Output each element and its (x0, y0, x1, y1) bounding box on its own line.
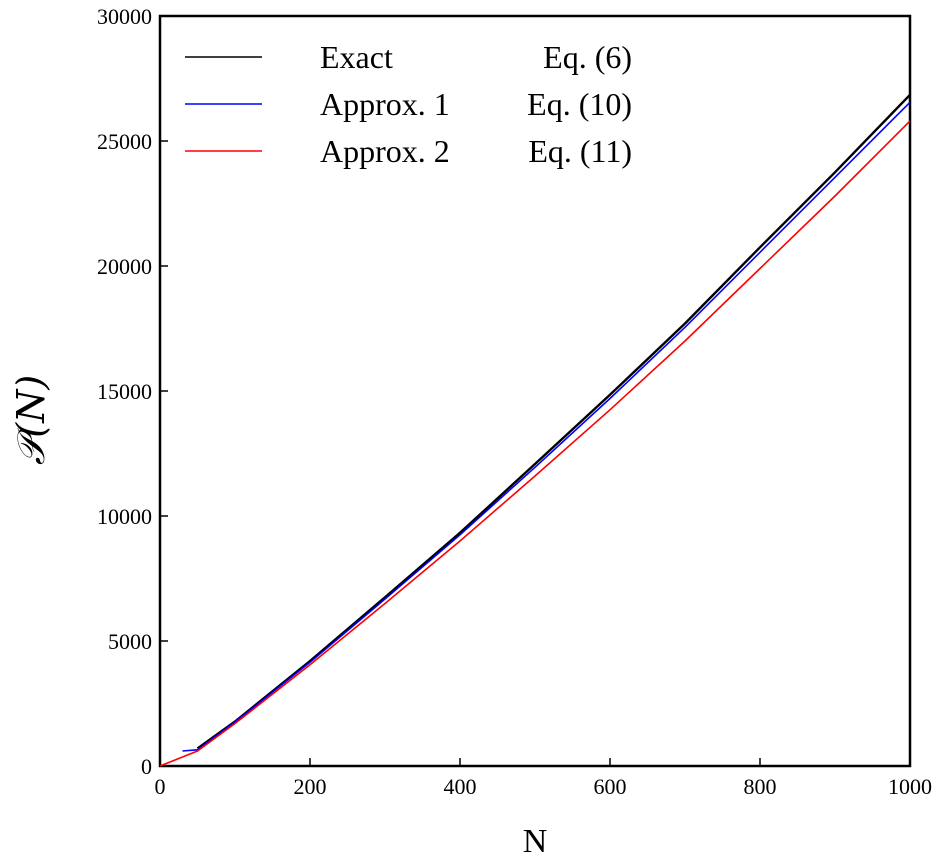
legend-entry-equation: Eq. (11) (528, 133, 632, 169)
series-lines (159, 93, 911, 767)
y-tick-label: 10000 (97, 504, 152, 529)
x-tick-label: 1000 (888, 774, 932, 799)
series-line-1 (196, 93, 911, 750)
x-tick-label: 0 (155, 774, 166, 799)
plot-frame (158, 14, 912, 768)
y-tick-label: 15000 (97, 379, 152, 404)
x-tick-label: 200 (294, 774, 327, 799)
x-tick-label: 800 (744, 774, 777, 799)
legend-entry-equation: Eq. (6) (543, 39, 632, 75)
legend-entry-name: Approx. 1 (320, 86, 450, 122)
ticks: 0 200 400 600 800 100005000100001500020000250… (97, 4, 932, 799)
series-line-2 (182, 101, 911, 752)
legend: Exact Eq. (6) Approx. 1 Eq. (10) Approx. 2 Eq… (185, 39, 632, 169)
series-line-3 (159, 120, 911, 767)
x-tick-label: 400 (444, 774, 477, 799)
legend-entry-name: Approx. 2 (320, 133, 450, 169)
y-tick-label: 25000 (97, 129, 152, 154)
x-tick-label: 600 (594, 774, 627, 799)
y-axis-label: 𝒫(N) (9, 375, 53, 465)
y-tick-label: 20000 (97, 254, 152, 279)
y-tick-label: 5000 (108, 629, 152, 654)
x-axis-label: N (523, 823, 548, 859)
legend-entry-name: Exact (320, 39, 393, 75)
y-tick-label: 30000 (97, 4, 152, 29)
y-tick-label: 0 (141, 754, 152, 779)
legend-entry-equation: Eq. (10) (527, 86, 632, 122)
